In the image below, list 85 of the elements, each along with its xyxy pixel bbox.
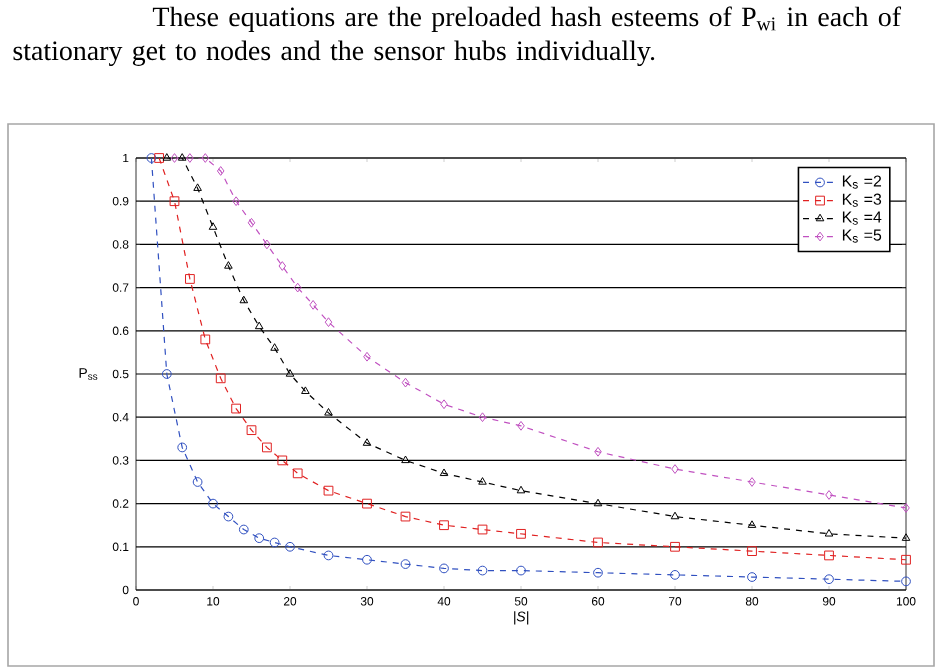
point (323, 485, 334, 496)
point (516, 485, 526, 494)
point (292, 468, 303, 479)
point (269, 537, 280, 548)
point (516, 528, 526, 539)
point (154, 153, 164, 163)
point (516, 565, 526, 576)
point (293, 282, 302, 293)
point (324, 407, 333, 416)
point (254, 533, 265, 544)
point (401, 455, 410, 464)
point (285, 369, 295, 377)
point (593, 567, 603, 578)
point (208, 222, 218, 230)
point (901, 576, 911, 587)
point (146, 153, 157, 163)
point (901, 533, 911, 541)
point (670, 511, 680, 520)
point (170, 153, 179, 163)
point (439, 563, 449, 574)
point (670, 570, 680, 580)
point (400, 511, 411, 522)
point (594, 446, 602, 457)
point (824, 574, 834, 585)
point (440, 399, 448, 410)
point (323, 550, 334, 561)
point (439, 468, 449, 477)
point (824, 528, 834, 537)
point (400, 559, 411, 569)
point (262, 442, 272, 453)
point (177, 153, 187, 161)
point (478, 412, 487, 423)
point (748, 477, 756, 487)
point (277, 455, 288, 466)
point (285, 541, 295, 552)
point (177, 442, 188, 453)
point (246, 425, 257, 436)
point (186, 153, 194, 163)
point (162, 153, 172, 161)
point (216, 166, 225, 176)
point (671, 464, 679, 474)
point (215, 373, 226, 384)
point (208, 498, 218, 509)
point (477, 524, 488, 535)
point (902, 503, 910, 513)
point (747, 546, 757, 556)
point (254, 321, 264, 330)
point (477, 565, 488, 576)
point (263, 239, 271, 250)
point (362, 498, 372, 509)
point (362, 554, 372, 565)
point (270, 343, 279, 351)
point (231, 403, 241, 414)
point (747, 572, 757, 582)
point (301, 386, 310, 394)
point (309, 299, 317, 310)
point (247, 217, 256, 228)
point (478, 477, 487, 485)
point (747, 520, 757, 528)
point (278, 261, 287, 271)
point (238, 524, 249, 535)
text: These equations are the preloaded hash esteems of P$_{wi}$ in each of stationary get to nodes and the sensor hubs individually. (13, 6, 902, 66)
point (192, 477, 203, 487)
point (901, 554, 911, 565)
point (185, 274, 195, 284)
point (593, 498, 603, 507)
point (161, 369, 172, 379)
point (239, 295, 249, 304)
point (439, 520, 449, 531)
point (169, 196, 180, 207)
point (224, 261, 233, 269)
point (223, 511, 234, 522)
point (324, 317, 333, 328)
point (362, 438, 372, 446)
point (825, 490, 833, 500)
point (193, 183, 202, 191)
point (670, 541, 680, 552)
point (517, 420, 525, 431)
point (201, 153, 210, 163)
point (824, 550, 834, 561)
point (363, 351, 371, 362)
point (593, 537, 603, 548)
point (401, 377, 410, 388)
point (200, 334, 211, 345)
point (232, 196, 240, 207)
